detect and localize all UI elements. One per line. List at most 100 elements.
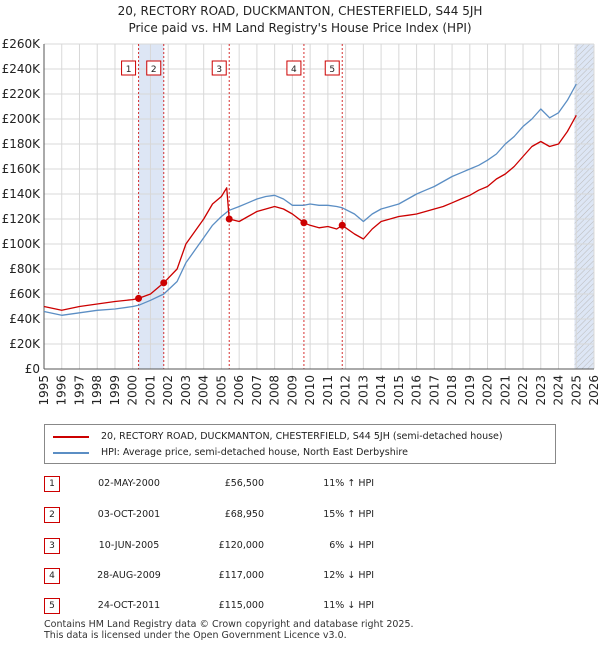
x-tick-label: 2015 — [392, 375, 406, 406]
sale-number-badge: 4 — [44, 568, 60, 584]
x-tick-label: 2010 — [303, 375, 317, 406]
y-tick-label: £220K — [2, 87, 42, 101]
sale-row: 1 02-MAY-2000 £56,500 11% ↑ HPI — [44, 476, 564, 494]
legend-swatch-hpi — [53, 451, 89, 454]
sale-label-box — [146, 60, 162, 76]
y-tick-label: £200K — [2, 112, 42, 126]
x-tick-label: 2026 — [587, 375, 600, 406]
legend: 20, RECTORY ROAD, DUCKMANTON, CHESTERFIE… — [44, 424, 556, 464]
x-tick-label: 2006 — [232, 375, 246, 406]
legend-item-hpi: HPI: Average price, semi-detached house,… — [53, 446, 408, 460]
sale-date: 10-JUN-2005 — [98, 540, 160, 551]
sale-price: £120,000 — [218, 540, 264, 551]
x-tick-label: 2020 — [481, 375, 495, 406]
x-tick-label: 2014 — [374, 375, 388, 406]
sale-label-box — [121, 60, 137, 76]
sale-point — [225, 215, 233, 223]
sale-hpi-diff: 11% ↑ HPI — [323, 478, 374, 489]
property-price-line — [43, 114, 577, 311]
legend-label-hpi: HPI: Average price, semi-detached house,… — [101, 447, 408, 458]
x-tick-label: 2003 — [179, 375, 193, 406]
y-tick-label: £180K — [2, 137, 42, 151]
y-tick-label: £140K — [2, 187, 42, 201]
sale-hpi-diff: 11% ↓ HPI — [323, 600, 374, 611]
sale-label-number: 5 — [329, 65, 335, 75]
shaded-band — [138, 44, 164, 369]
sale-point — [338, 221, 346, 229]
sale-row: 2 03-OCT-2001 £68,950 15% ↑ HPI — [44, 507, 564, 525]
sale-row: 5 24-OCT-2011 £115,000 11% ↓ HPI — [44, 598, 564, 616]
sale-number-badge: 1 — [44, 476, 60, 492]
sale-date: 24-OCT-2011 — [97, 600, 161, 611]
sale-price: £117,000 — [218, 570, 264, 581]
x-tick-label: 2007 — [250, 375, 264, 406]
x-tick-label: 2009 — [285, 375, 299, 406]
x-tick-label: 2002 — [161, 375, 175, 406]
sale-label-number: 3 — [216, 65, 222, 75]
legend-label-property: 20, RECTORY ROAD, DUCKMANTON, CHESTERFIE… — [101, 431, 503, 442]
title-line-2: Price paid vs. HM Land Registry's House … — [128, 21, 472, 35]
sale-label-number: 4 — [291, 65, 297, 75]
y-tick-label: £40K — [9, 312, 41, 326]
x-tick-label: 1995 — [37, 375, 51, 406]
projection-hatch — [574, 44, 594, 369]
chart-title: 20, RECTORY ROAD, DUCKMANTON, CHESTERFIE… — [0, 3, 600, 37]
sale-row: 4 28-AUG-2009 £117,000 12% ↓ HPI — [44, 568, 564, 586]
x-tick-label: 2013 — [356, 375, 370, 406]
x-tick-label: 1997 — [72, 375, 86, 406]
x-tick-label: 2001 — [143, 375, 157, 406]
x-tick-label: 2025 — [569, 375, 583, 406]
sale-price: £56,500 — [224, 478, 264, 489]
legend-swatch-property — [53, 435, 89, 438]
footer: Contains HM Land Registry data © Crown c… — [44, 619, 414, 641]
x-tick-label: 2018 — [445, 375, 459, 406]
sale-number-badge: 2 — [44, 507, 60, 523]
plot-area — [44, 44, 594, 369]
sale-label-box — [211, 60, 227, 76]
x-tick-label: 1996 — [55, 375, 69, 406]
x-tick-label: 2004 — [197, 375, 211, 406]
x-tick-label: 1998 — [90, 375, 104, 406]
sale-point — [160, 279, 168, 287]
x-tick-label: 2016 — [410, 375, 424, 406]
y-tick-label: £160K — [2, 162, 42, 176]
x-tick-label: 2012 — [339, 375, 353, 406]
sale-point — [300, 219, 308, 227]
x-tick-label: 2021 — [498, 375, 512, 406]
x-tick-label: 2011 — [321, 375, 335, 406]
y-tick-label: £20K — [9, 337, 41, 351]
sale-row: 3 10-JUN-2005 £120,000 6% ↓ HPI — [44, 538, 564, 556]
sale-date: 03-OCT-2001 — [97, 509, 161, 520]
sale-number-badge: 3 — [44, 538, 60, 554]
price-chart: £0 £20K £40K £60K £80K £100K £120K £140K £160K £1… — [2, 37, 600, 406]
y-tick-label: £260K — [2, 37, 42, 51]
footer-copyright: Contains HM Land Registry data © Crown c… — [44, 619, 414, 630]
x-tick-label: 2000 — [126, 375, 140, 406]
sale-point — [135, 294, 143, 302]
x-tick-label: 2024 — [552, 375, 566, 406]
footer-licence: This data is licensed under the Open Gov… — [44, 630, 347, 641]
sale-price: £115,000 — [218, 600, 264, 611]
y-tick-label: £0 — [25, 362, 40, 376]
sale-label-box — [324, 60, 340, 76]
x-tick-label: 2017 — [427, 375, 441, 406]
sale-number-badge: 5 — [44, 598, 60, 614]
sale-hpi-diff: 15% ↑ HPI — [323, 509, 374, 520]
sale-date: 02-MAY-2000 — [98, 478, 160, 489]
sale-hpi-diff: 6% ↓ HPI — [329, 540, 374, 551]
sale-label-number: 1 — [126, 65, 132, 75]
x-tick-label: 2022 — [516, 375, 530, 406]
x-tick-label: 2008 — [268, 375, 282, 406]
sale-label-box — [286, 60, 302, 76]
sale-label-number: 2 — [151, 65, 157, 75]
x-tick-label: 2023 — [534, 375, 548, 406]
y-tick-label: £100K — [2, 237, 42, 251]
legend-item-property: 20, RECTORY ROAD, DUCKMANTON, CHESTERFIE… — [53, 430, 503, 444]
title-line-1: 20, RECTORY ROAD, DUCKMANTON, CHESTERFIE… — [117, 4, 483, 18]
x-tick-label: 1999 — [108, 375, 122, 406]
sale-price: £68,950 — [224, 509, 264, 520]
x-tick-label: 2005 — [214, 375, 228, 406]
y-tick-label: £120K — [2, 212, 42, 226]
y-tick-label: £240K — [2, 62, 42, 76]
hpi-line — [43, 83, 577, 316]
